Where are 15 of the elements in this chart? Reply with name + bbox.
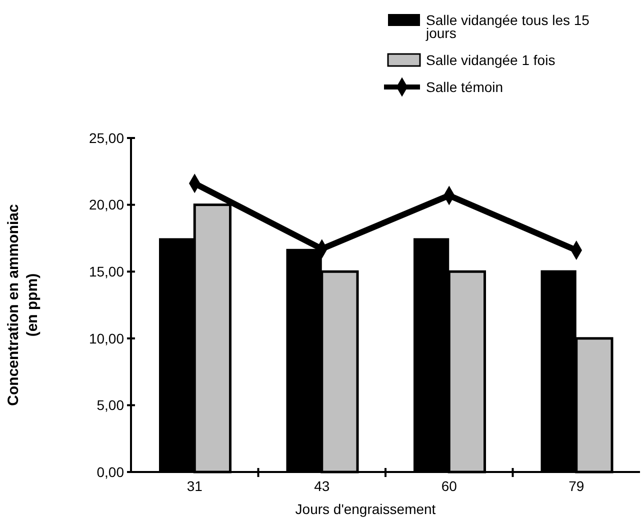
- x-tick-label: 31: [186, 478, 203, 494]
- legend-label: Salle vidangée tous les 15 jours: [425, 12, 590, 41]
- y-tick-label: 5,00: [96, 397, 124, 414]
- y-tick-label: 25,00: [88, 130, 124, 146]
- legend-label: Salle témoin: [426, 78, 504, 95]
- x-tick-label: 79: [568, 478, 584, 494]
- y-axis-title: Concentration en ammoniac (en ppm): [5, 204, 41, 406]
- legend-label: Salle vidangée 1 fois: [426, 52, 556, 68]
- x-axis-title: Jours d'engraissement: [295, 501, 436, 517]
- y-tick-label: 20,00: [88, 196, 124, 213]
- y-tick-label: 15,00: [88, 264, 124, 280]
- y-tick-label: 10,00: [88, 330, 124, 346]
- x-tick-label: 60: [441, 478, 458, 494]
- y-tick-label: 0,00: [96, 464, 124, 480]
- x-tick-label: 43: [314, 478, 330, 494]
